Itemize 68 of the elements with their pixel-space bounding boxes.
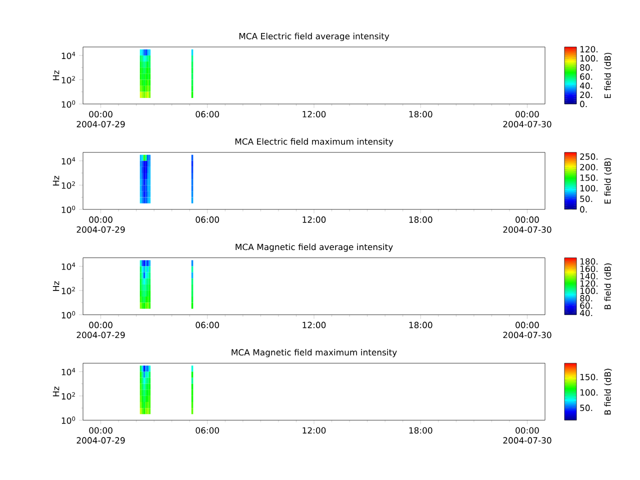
x-tick-label: 12:00	[302, 216, 326, 223]
color-bar-title: E field (dB)	[604, 158, 612, 204]
x-tick-label: 18:00	[409, 427, 432, 434]
color-bar-label: 100.	[580, 185, 598, 192]
x-tick-label: 06:00	[196, 322, 220, 328]
chart-title: MCA Magnetic field average intensity	[236, 244, 393, 252]
color-bar-label: 120.	[580, 46, 598, 52]
color-bar-label: 40.	[580, 310, 592, 316]
y-tick-label: 10$^{4}$	[62, 262, 76, 270]
color-bar-title: B field (dB)	[604, 368, 612, 414]
x-tick-label: 00:00 2004-07-30	[503, 427, 552, 444]
x-tick-label: 00:00 2004-07-30	[503, 111, 552, 128]
color-bar-label: 50.	[580, 404, 592, 412]
x-tick-label: 12:00	[302, 111, 326, 118]
y-tick-label: 10$^{0}$	[62, 100, 76, 108]
y-tick-label: 10$^{2}$	[62, 286, 75, 294]
y-tick-label: 10$^{4}$	[62, 52, 76, 60]
x-tick-label: 18:00	[409, 111, 432, 118]
y-axis-title: Hz	[52, 281, 60, 291]
x-tick-label: 18:00	[409, 216, 432, 223]
color-bar-label: 200.	[580, 164, 598, 170]
color-bar-label: 150.	[580, 374, 598, 380]
color-bar-label: 80.	[580, 64, 592, 71]
color-bar-label: 150.	[580, 174, 598, 181]
x-tick-label: 06:00	[196, 111, 220, 118]
chart-title: MCA Electric field maximum intensity	[235, 138, 394, 146]
y-axis-title: Hz	[52, 176, 60, 186]
chart-title: MCA Electric field average intensity	[239, 32, 390, 41]
x-tick-label: 00:00 2004-07-30	[503, 216, 552, 233]
y-tick-label: 10$^{2}$	[62, 392, 75, 400]
y-tick-label: 10$^{0}$	[62, 206, 76, 214]
x-tick-label: 00:00 2004-07-30	[503, 322, 552, 338]
y-axis-title: Hz	[52, 386, 60, 396]
color-bar-label: 60.	[580, 302, 592, 309]
color-bar-label: 0.	[580, 100, 587, 108]
y-tick-label: 10$^{2}$	[62, 181, 75, 189]
y-axis-title: Hz	[52, 70, 60, 80]
x-tick-label: 18:00	[409, 322, 432, 328]
x-tick-label: 06:00	[196, 216, 220, 223]
color-bar-label: 120.	[580, 280, 598, 287]
y-tick-label: 10$^{0}$	[62, 311, 76, 318]
color-bar-label: 140.	[580, 272, 598, 280]
y-tick-label: 10$^{4}$	[62, 368, 76, 376]
color-bar-label: 160.	[580, 266, 598, 272]
color-bar-label: 40.	[580, 82, 592, 89]
x-tick-label: 00:00 2004-07-29	[76, 216, 125, 233]
color-bar-label: 50.	[580, 196, 592, 202]
color-bar-label: 180.	[580, 258, 598, 265]
color-bar-label: 250.	[580, 153, 598, 160]
y-tick-label: 10$^{2}$	[62, 76, 75, 84]
x-tick-label: 00:00 2004-07-29	[76, 111, 125, 128]
color-bar-label: 100.	[580, 288, 598, 294]
color-bar-label: 80.	[580, 295, 592, 302]
x-tick-label: 00:00 2004-07-29	[76, 427, 125, 444]
y-tick-label: 10$^{0}$	[62, 416, 76, 424]
color-bar-title: E field (dB)	[604, 52, 612, 98]
x-tick-label: 06:00	[196, 427, 220, 434]
x-tick-label: 12:00	[302, 427, 326, 434]
y-tick-label: 10$^{4}$	[62, 157, 76, 164]
color-bar-label: 0.	[580, 206, 587, 213]
x-tick-label: 00:00 2004-07-29	[76, 322, 125, 338]
color-bar-label: 100.	[580, 389, 598, 396]
color-bar-title: B field (dB)	[604, 263, 612, 310]
chart-title: MCA Magnetic field maximum intensity	[232, 348, 397, 358]
color-bar-label: 60.	[580, 73, 592, 80]
color-bar-label: 20.	[580, 92, 592, 98]
x-tick-label: 12:00	[302, 322, 326, 328]
color-bar-label: 100.	[580, 55, 598, 62]
